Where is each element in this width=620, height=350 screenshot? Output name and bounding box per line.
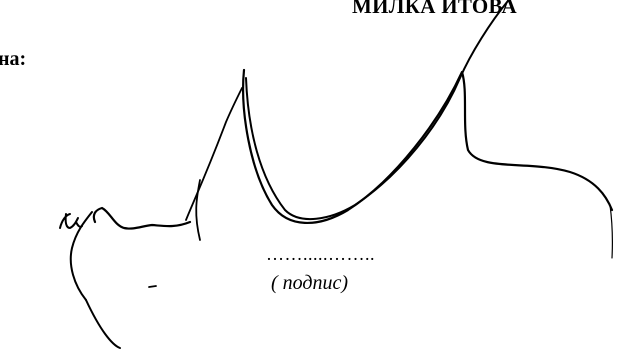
signatory-name: МИЛКА ИТОВА [352,0,517,18]
signature-line: …….....…….. [266,244,375,264]
field-label: на: [0,48,27,70]
signature-caption: ( подпис) [271,272,349,294]
